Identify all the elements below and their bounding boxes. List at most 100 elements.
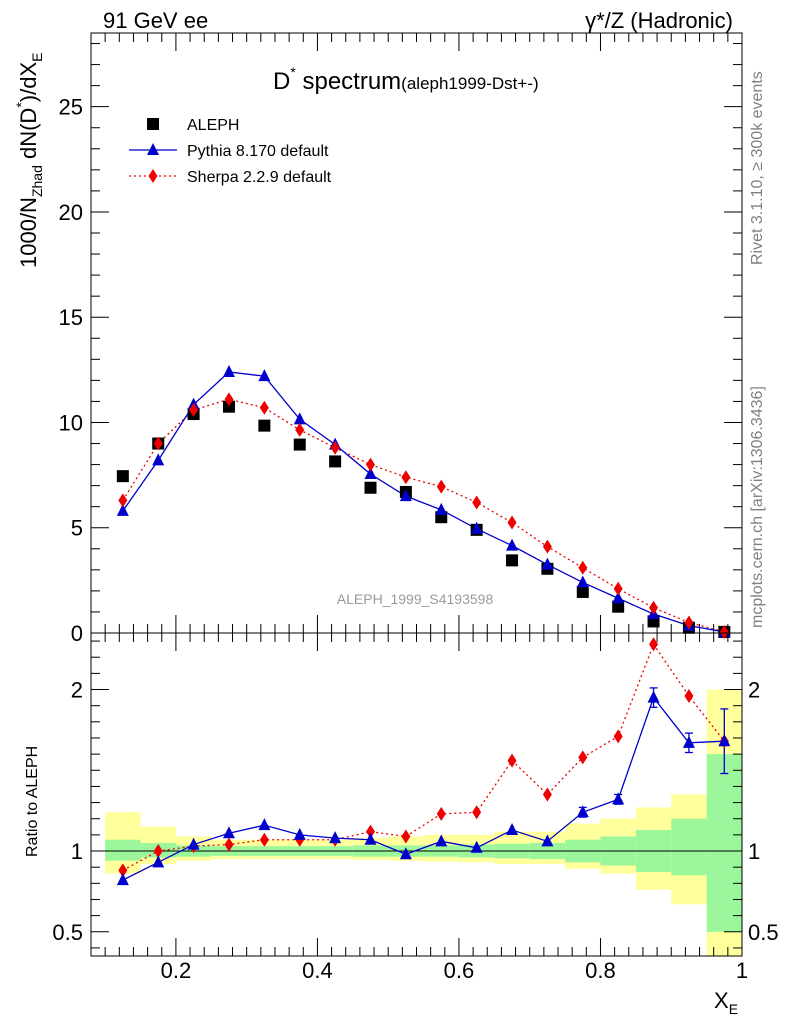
y-tick-label: 0 [71, 621, 83, 646]
svg-text:XE: XE [714, 988, 738, 1017]
pythia-ratio-point [329, 831, 342, 844]
sherpa-point [684, 615, 694, 630]
x-tick-label: 0.4 [302, 958, 333, 983]
ratio-panel: 0.5 0.51 12 2 0.2 0.4 0.6 0.8 1 [52, 632, 779, 983]
sherpa-point [330, 440, 340, 455]
main-y-ticks: 0 5 10 15 20 25 [59, 43, 742, 646]
main-panel: 0 5 10 15 20 25 [59, 32, 743, 646]
legend-label: Sherpa 2.2.9 default [187, 169, 332, 186]
ratio-y-tick-label: 1 [71, 839, 83, 864]
sherpa-ratio-line [122, 642, 725, 871]
ratio-y-tick-label-right: 2 [748, 678, 760, 703]
legend-label: ALEPH [187, 117, 239, 134]
y-tick-label: 25 [59, 95, 83, 120]
sherpa-point [401, 470, 411, 485]
x-tick-label: 0.8 [585, 958, 616, 983]
pythia-ratio-point [293, 827, 306, 840]
svg-text:D* spectrum(aleph1999-Dst+-): D* spectrum(aleph1999-Dst+-) [273, 64, 539, 95]
header-right: γ*/Z (Hadronic) [585, 8, 733, 33]
pythia-ratio-point [506, 823, 519, 836]
sherpa-ratio-point [472, 805, 482, 820]
sherpa-ratio-point [153, 844, 163, 859]
aleph-point [576, 585, 589, 598]
pythia-ratio-point [399, 847, 412, 860]
pythia-point [258, 369, 271, 382]
y-tick-label: 10 [59, 410, 83, 435]
chart-title: D* spectrum(aleph1999-Dst+-) [273, 64, 539, 95]
sherpa-point [613, 581, 623, 596]
pythia-ratio-point [470, 840, 483, 853]
ratio-y-tick-label: 2 [71, 678, 83, 703]
ratio-frame [90, 632, 743, 957]
pythia-ratio-point [258, 818, 271, 831]
pythia-point [576, 575, 589, 588]
sherpa-ratio-point [259, 832, 269, 847]
pythia-ratio-point [364, 832, 377, 845]
sherpa-point [259, 400, 269, 415]
pythia-ratio-point [541, 834, 554, 847]
y-tick-label: 5 [71, 516, 83, 541]
sherpa-point [472, 495, 482, 510]
sherpa-ratio-point [507, 753, 517, 768]
sherpa-point [153, 436, 163, 451]
sherpa-ratio-point [401, 829, 411, 844]
pythia-point [541, 557, 554, 570]
rivet-label: Rivet 3.1.10, ≥ 300k events [749, 71, 766, 265]
pythia-ratio-point [222, 826, 235, 839]
uncertainty-band-inner [105, 839, 141, 861]
x-tick-label: 0.6 [444, 958, 475, 983]
ratio-y-ticks: 0.5 0.5 1 1 2 2 [52, 640, 779, 949]
pythia-point [364, 467, 377, 480]
sherpa-ratio-point [224, 837, 234, 852]
header-left: 91 GeV ee [103, 8, 208, 33]
pythia-ratio-line [122, 696, 725, 881]
uncertainty-band-inner [706, 754, 742, 932]
legend-pythia-marker [147, 143, 159, 155]
sherpa-point [436, 479, 446, 494]
pythia-point [506, 538, 519, 551]
sherpa-point [649, 600, 659, 615]
sherpa-ratio-point [436, 806, 446, 821]
uncertainty-band-inner [671, 818, 707, 876]
sherpa-ratio-point [118, 863, 128, 878]
legend: ALEPH Pythia 8.170 default Sherpa 2.2.9 de… [129, 117, 332, 186]
y-tick-label: 15 [59, 305, 83, 330]
pythia-point [435, 502, 448, 515]
main-x-ticks [104, 33, 743, 633]
pythia-point [152, 453, 165, 466]
ratio-y-tick-label-right: 1 [748, 839, 760, 864]
sherpa-ratio-point [613, 729, 623, 744]
sherpa-ratio-point [649, 637, 659, 652]
x-tick-label: 0.2 [161, 958, 192, 983]
ratio-bands [105, 689, 742, 956]
pythia-ratio-point [682, 735, 695, 748]
legend-label: Pythia 8.170 default [187, 143, 329, 160]
sherpa-ratio-point [578, 750, 588, 765]
aleph-point [329, 455, 342, 468]
x-tick-label: 1 [736, 958, 748, 983]
pythia-point [116, 503, 129, 516]
sherpa-point [118, 493, 128, 508]
pythia-ratio-point [612, 792, 625, 805]
pythia-ratio-point [435, 834, 448, 847]
pythia-ratio-point [187, 837, 200, 850]
sherpa-ratio-point [542, 787, 552, 802]
aleph-point [293, 438, 306, 451]
sherpa-point [366, 457, 376, 472]
pythia-point [222, 364, 235, 377]
svg-text:1000/NZhad dN(D*)/dXE: 1000/NZhad dN(D*)/dXE [13, 53, 45, 268]
pythia-ratio-point [576, 805, 589, 818]
pythia-ratio-point [718, 734, 731, 747]
legend-sherpa-marker [148, 169, 158, 183]
xlabel: XE [714, 988, 738, 1017]
pythia-point [293, 412, 306, 425]
ratio-ylabel: Ratio to ALEPH [24, 746, 41, 857]
pythia-point [399, 489, 412, 502]
aleph-point [116, 470, 129, 483]
aleph-point [506, 554, 519, 567]
legend-aleph-marker [147, 118, 159, 130]
sherpa-point [224, 392, 234, 407]
aleph-point [612, 600, 625, 613]
main-ylabel: 1000/NZhad dN(D*)/dXE [13, 53, 45, 268]
